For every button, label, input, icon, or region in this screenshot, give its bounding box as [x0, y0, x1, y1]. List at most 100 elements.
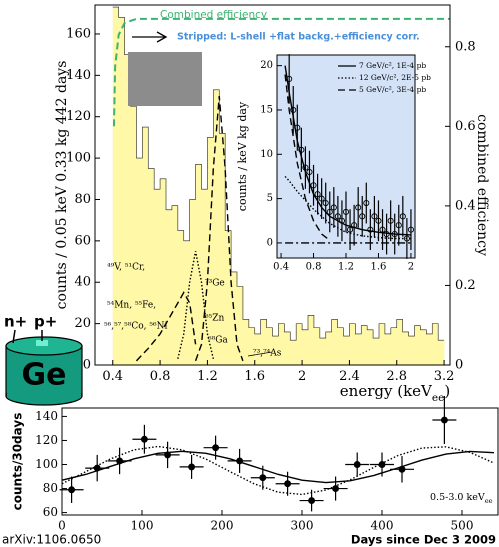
hist-bar — [332, 319, 338, 365]
point — [94, 465, 100, 471]
hist-bar — [119, 17, 125, 365]
hist-bar — [426, 334, 432, 365]
removed-box — [128, 52, 202, 106]
x-axis-label-part: energy (keV — [340, 382, 433, 400]
hist-bar — [409, 336, 415, 365]
point — [141, 436, 147, 442]
y2-tick-label: 0 — [455, 358, 463, 373]
y2-tick-label: 0.8 — [455, 39, 476, 54]
x-tick-label: 0.8 — [150, 369, 171, 384]
hist-bar — [243, 319, 249, 365]
point — [165, 452, 171, 458]
point — [399, 466, 405, 472]
hist-bar — [355, 334, 361, 365]
y2-axis-label: combined efficiency — [474, 114, 490, 256]
x-tick-label: 0.4 — [273, 262, 289, 273]
y-axis-label: counts / 0.05 keV 0.33 kg 442 days — [54, 61, 70, 310]
y-tick-label: 15 — [260, 104, 273, 115]
hist-bar — [385, 334, 391, 365]
figure: 0.40.81.21.622.42.83.2020406080100120140… — [0, 0, 499, 547]
y-tick-label: 0 — [83, 358, 91, 373]
x-tick-label: 0.4 — [102, 369, 123, 384]
y-tick-label: 20 — [74, 316, 91, 331]
hist-bar — [278, 324, 284, 365]
hist-bar — [338, 328, 344, 365]
hist-bar — [361, 326, 367, 365]
source: arXiv:1106.0650 — [2, 533, 101, 547]
hist-bar — [397, 319, 403, 365]
hist-bar — [379, 324, 385, 365]
y-tick-label: 80 — [74, 192, 91, 207]
hist-bar — [166, 210, 172, 365]
annotation: ⁶⁵Zn — [205, 314, 224, 324]
hist-bar — [373, 338, 379, 365]
point — [237, 458, 243, 464]
hist-bar — [326, 332, 332, 365]
point — [189, 464, 195, 470]
x-tick-label: 0 — [58, 518, 66, 532]
legend-label: 7 GeV/c², 1E-4 pb — [359, 61, 426, 70]
charts: 0.40.81.21.622.42.83.2020406080100120140… — [2, 5, 498, 547]
annotation: ⁶⁸Ga — [208, 336, 228, 346]
annotation: ⁷³,⁷⁴As — [253, 349, 282, 359]
hist-bar — [148, 168, 154, 365]
icon-label: p+ — [34, 313, 57, 331]
y-tick-label: 10 — [260, 149, 273, 160]
y2-tick-label: 0.6 — [455, 119, 476, 134]
hist-bar — [113, 7, 119, 365]
legend-label: 12 GeV/c², 2E-5 pb — [359, 73, 431, 82]
x-axis-label: Days since Dec 3 2009 — [351, 533, 496, 547]
x-tick-label: 1.2 — [338, 262, 354, 273]
hist-bar — [284, 332, 290, 365]
point — [117, 458, 123, 464]
point — [441, 417, 447, 423]
point — [309, 498, 315, 504]
hist-bar — [172, 206, 178, 365]
hist-bar — [302, 330, 308, 365]
icon-label: n+ — [4, 313, 27, 331]
y-tick-label: 20 — [260, 60, 273, 71]
x-tick-label: 1.6 — [371, 262, 387, 273]
y-tick-label: 120 — [35, 433, 58, 447]
y-tick-label: 80 — [43, 481, 58, 495]
point — [69, 487, 75, 493]
hist-bar — [432, 324, 438, 365]
y2-tick-label: 0.4 — [455, 198, 476, 213]
x-tick-label: 1.2 — [197, 369, 218, 384]
x-tick-label: 1.6 — [244, 369, 265, 384]
hist-bar — [296, 324, 302, 365]
y-tick-label: 140 — [35, 409, 58, 423]
hist-bar — [438, 340, 444, 365]
ge-icon: n+ p+ Ge — [4, 313, 82, 406]
icon-text: Ge — [22, 358, 67, 393]
point — [333, 486, 339, 492]
hist-bar — [267, 328, 273, 365]
y-tick-label: 0 — [267, 237, 273, 248]
note-part: 0.5-3.0 keV — [430, 492, 485, 503]
hist-bar — [237, 286, 243, 365]
y-axis-label: counts / keV kg day — [236, 101, 249, 211]
legend-label: 5 GeV/c², 3E-4 pb — [359, 85, 426, 94]
hist-bar — [320, 338, 326, 365]
hist-bar — [415, 326, 421, 365]
annotation: ⁴⁹V, ⁵¹Cr, — [107, 263, 145, 273]
hist-bar — [403, 332, 409, 365]
hist-bar — [249, 328, 255, 365]
point — [354, 462, 360, 468]
hist-bar — [290, 340, 296, 365]
hist-bar — [349, 324, 355, 365]
annotation: ⁷³Ge — [205, 279, 225, 289]
hist-bar — [219, 133, 225, 365]
x-tick-label: 300 — [291, 518, 314, 532]
x-tick-label: 0.8 — [306, 262, 322, 273]
annotation: Stripped: L-shell +flat backg.+efficienc… — [177, 32, 420, 43]
x-tick-label: 500 — [451, 518, 474, 532]
y-tick-label: 100 — [35, 457, 58, 471]
y-tick-label: 40 — [74, 275, 91, 290]
y2-tick-label: 0.2 — [455, 278, 476, 293]
y-axis-label: counts/30days — [11, 413, 25, 511]
hist-bar — [420, 330, 426, 365]
annotation: ⁵⁴Mn, ⁵⁵Fe, — [107, 301, 156, 311]
point — [285, 481, 291, 487]
annotation: Combined efficiency — [160, 9, 267, 21]
